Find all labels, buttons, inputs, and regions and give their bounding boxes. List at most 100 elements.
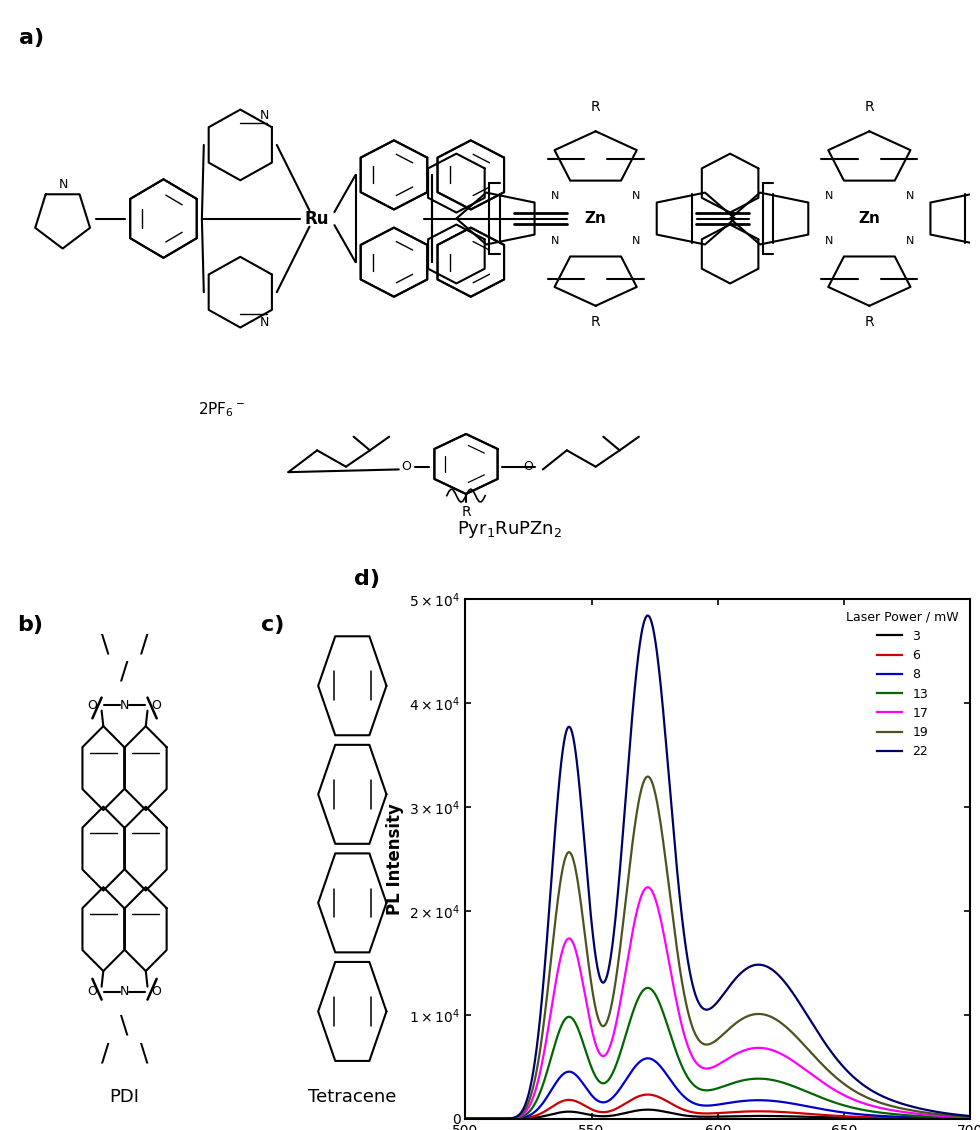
Line: 6: 6	[466, 1095, 970, 1119]
17	[950, 1110, 961, 1123]
13	[950, 1111, 961, 1124]
6	[706, 1106, 717, 1120]
Text: N: N	[120, 698, 129, 712]
8	[460, 1112, 471, 1125]
22	[692, 994, 704, 1008]
Line: 17: 17	[466, 887, 970, 1119]
Text: Zn: Zn	[585, 211, 607, 226]
Text: \: \	[140, 1041, 148, 1066]
Line: 8: 8	[466, 1059, 970, 1119]
8	[642, 1052, 654, 1066]
Text: a): a)	[20, 27, 44, 47]
Text: N: N	[632, 191, 640, 201]
22	[706, 1001, 717, 1015]
3	[964, 1112, 976, 1125]
Text: R: R	[864, 315, 874, 329]
Text: O: O	[152, 698, 162, 712]
Y-axis label: PL Intensity: PL Intensity	[386, 803, 404, 915]
6	[950, 1112, 961, 1125]
3	[950, 1112, 961, 1125]
Text: R: R	[864, 99, 874, 114]
22	[950, 1107, 961, 1121]
3	[706, 1110, 717, 1123]
Text: O: O	[402, 460, 412, 473]
Text: b): b)	[17, 615, 43, 635]
Text: N: N	[825, 236, 833, 246]
Text: R: R	[591, 99, 601, 114]
6	[858, 1111, 869, 1124]
13	[964, 1111, 976, 1124]
22	[950, 1107, 961, 1121]
8	[950, 1112, 961, 1125]
3	[858, 1111, 869, 1124]
19	[858, 1089, 869, 1103]
Text: N: N	[632, 236, 640, 246]
6	[485, 1112, 497, 1125]
Text: \: \	[101, 632, 109, 657]
13	[692, 1081, 704, 1095]
Text: O: O	[523, 460, 533, 473]
Text: /: /	[140, 632, 148, 657]
Text: N: N	[59, 177, 69, 191]
8	[692, 1097, 704, 1111]
13	[706, 1084, 717, 1097]
8	[950, 1112, 961, 1125]
Legend: 3, 6, 8, 13, 17, 19, 22: 3, 6, 8, 13, 17, 19, 22	[841, 606, 964, 763]
19	[642, 770, 654, 783]
Text: N: N	[260, 108, 269, 122]
3	[485, 1112, 497, 1125]
17	[460, 1112, 471, 1125]
17	[642, 880, 654, 894]
13	[858, 1103, 869, 1116]
Text: N: N	[551, 236, 560, 246]
Text: O: O	[87, 698, 97, 712]
Text: N: N	[120, 985, 129, 998]
22	[485, 1112, 497, 1125]
Text: O: O	[152, 985, 162, 998]
8	[485, 1112, 497, 1125]
6	[950, 1112, 961, 1125]
17	[692, 1058, 704, 1071]
6	[460, 1112, 471, 1125]
Line: 13: 13	[466, 988, 970, 1119]
17	[858, 1096, 869, 1110]
Text: Zn: Zn	[858, 211, 880, 226]
22	[642, 609, 654, 623]
Text: N: N	[551, 191, 560, 201]
19	[706, 1036, 717, 1050]
Text: O: O	[87, 985, 97, 998]
Text: Tetracene: Tetracene	[308, 1088, 397, 1106]
13	[950, 1111, 961, 1124]
3	[642, 1103, 654, 1116]
19	[950, 1110, 961, 1123]
19	[485, 1112, 497, 1125]
Text: PDI: PDI	[110, 1088, 139, 1106]
17	[485, 1112, 497, 1125]
13	[460, 1112, 471, 1125]
6	[692, 1106, 704, 1120]
Text: \: \	[121, 1014, 128, 1037]
Text: R: R	[462, 505, 470, 519]
19	[692, 1032, 704, 1045]
17	[964, 1111, 976, 1124]
8	[858, 1107, 869, 1121]
6	[642, 1088, 654, 1102]
Line: 3: 3	[466, 1110, 970, 1119]
22	[460, 1112, 471, 1125]
17	[706, 1061, 717, 1075]
19	[964, 1110, 976, 1123]
17	[950, 1110, 961, 1123]
8	[706, 1098, 717, 1112]
Text: N: N	[906, 236, 914, 246]
Text: N: N	[906, 191, 914, 201]
Text: 2PF$_6$$^-$: 2PF$_6$$^-$	[198, 400, 245, 419]
Text: d): d)	[354, 568, 380, 589]
Text: c): c)	[261, 615, 284, 635]
Text: /: /	[101, 1041, 109, 1066]
22	[858, 1078, 869, 1092]
Text: R: R	[591, 315, 601, 329]
3	[460, 1112, 471, 1125]
13	[485, 1112, 497, 1125]
Line: 22: 22	[466, 616, 970, 1119]
Text: N: N	[260, 315, 269, 329]
